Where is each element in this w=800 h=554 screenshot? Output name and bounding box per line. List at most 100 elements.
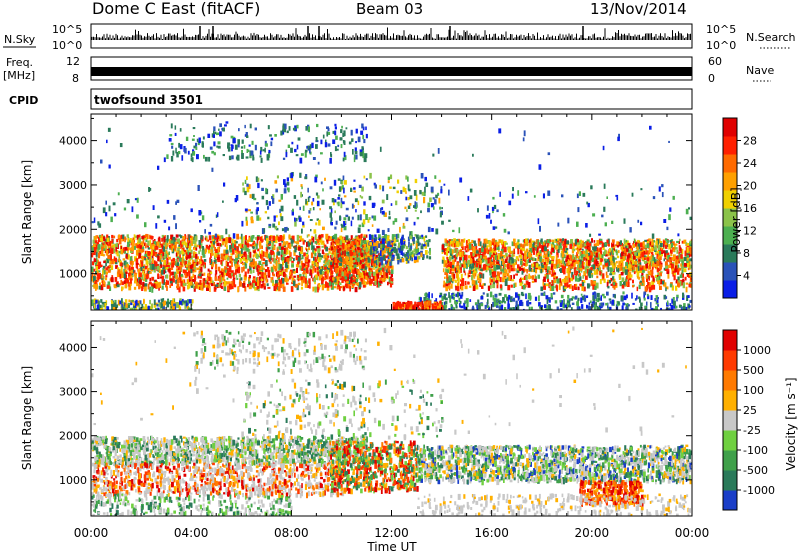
power-cell [624, 265, 627, 269]
power-cell [334, 282, 338, 286]
power-cell [239, 250, 242, 255]
power-cell [131, 274, 134, 277]
power-cell [366, 282, 368, 285]
power-cell [341, 238, 344, 243]
power-cell [590, 267, 593, 271]
power-cell [170, 259, 174, 262]
power-cell [560, 268, 563, 273]
power-cell [296, 261, 300, 268]
power-cell [676, 264, 680, 269]
power-cell [500, 251, 503, 257]
power-cell [149, 240, 152, 246]
power-cell [314, 248, 317, 251]
power-cell [182, 254, 185, 259]
power-cell [170, 243, 173, 249]
power-cell [520, 248, 523, 254]
power-cell [99, 272, 101, 279]
power-cell [530, 269, 533, 273]
power-cell [385, 255, 388, 259]
power-cell [551, 239, 554, 243]
power-cell [494, 244, 496, 251]
power-cell [453, 273, 456, 279]
power-cell [364, 266, 367, 270]
power-cell [568, 284, 572, 289]
power-cell [375, 240, 378, 246]
power-cell [301, 262, 305, 269]
power-cell [340, 259, 343, 263]
power-cell [566, 240, 569, 245]
power-cell [187, 239, 191, 246]
power-cell [138, 249, 142, 255]
power-cell [500, 239, 504, 245]
power-cell [659, 279, 662, 285]
power-cell [585, 258, 589, 263]
power-cell [463, 251, 466, 255]
power-cell [149, 271, 152, 274]
power-cell [390, 272, 393, 277]
power-cell [470, 252, 473, 258]
power-cell [376, 281, 380, 288]
power-cell [555, 255, 558, 261]
power-cell [178, 257, 182, 262]
power-cell [639, 242, 643, 248]
power-cell [201, 259, 204, 266]
power-cell [444, 276, 446, 279]
power-cell [201, 273, 204, 276]
power-cell [331, 275, 334, 278]
power-cell [522, 284, 526, 290]
power-cell [228, 237, 232, 244]
power-cell [218, 246, 220, 251]
power-cell [206, 280, 209, 284]
freq-strip: Freq. [MHz] 12 8 60 0 Nave [3, 55, 774, 85]
power-cell [596, 260, 599, 266]
power-cell [662, 250, 666, 254]
power-cell [123, 260, 126, 266]
power-cell [361, 272, 364, 278]
power-cell [268, 235, 272, 241]
power-cell [248, 275, 251, 279]
power-cell [175, 268, 179, 272]
power-cell [523, 255, 527, 260]
power-cell [330, 284, 334, 290]
power-cell [289, 271, 292, 275]
power-cell [361, 247, 364, 253]
power-cell [248, 280, 251, 287]
power-cell [637, 241, 640, 244]
power-cell [629, 245, 633, 252]
power-cell [574, 239, 577, 245]
power-cell [199, 282, 203, 288]
power-cell [159, 259, 162, 265]
power-cell [252, 254, 255, 258]
power-cell [277, 286, 279, 291]
power-cell [630, 265, 632, 271]
power-cell [311, 245, 315, 250]
power-cell [306, 270, 309, 274]
power-cell [532, 241, 535, 247]
power-cell [193, 247, 196, 251]
power-cell [103, 280, 105, 285]
power-cell [551, 272, 555, 277]
power-cell [689, 273, 692, 278]
power-cell [551, 240, 555, 246]
power-cell [328, 281, 332, 286]
power-cell [284, 269, 287, 272]
power-cell [260, 278, 264, 282]
power-cell [592, 246, 595, 251]
power-cell [305, 280, 309, 284]
power-cell [203, 281, 205, 288]
power-cell [386, 250, 389, 254]
power-cell [625, 262, 628, 266]
power-cell [226, 281, 229, 285]
power-cell [188, 270, 191, 276]
power-cell [241, 244, 244, 248]
power-cell [606, 275, 609, 278]
power-cell [94, 274, 96, 277]
power-cell [260, 239, 263, 243]
power-cell [115, 265, 118, 269]
power-cell [375, 269, 379, 275]
power-cell [283, 241, 286, 246]
power-cell [306, 241, 309, 247]
power-cell [616, 245, 619, 248]
power-cell [115, 250, 119, 255]
power-cell [273, 244, 276, 247]
